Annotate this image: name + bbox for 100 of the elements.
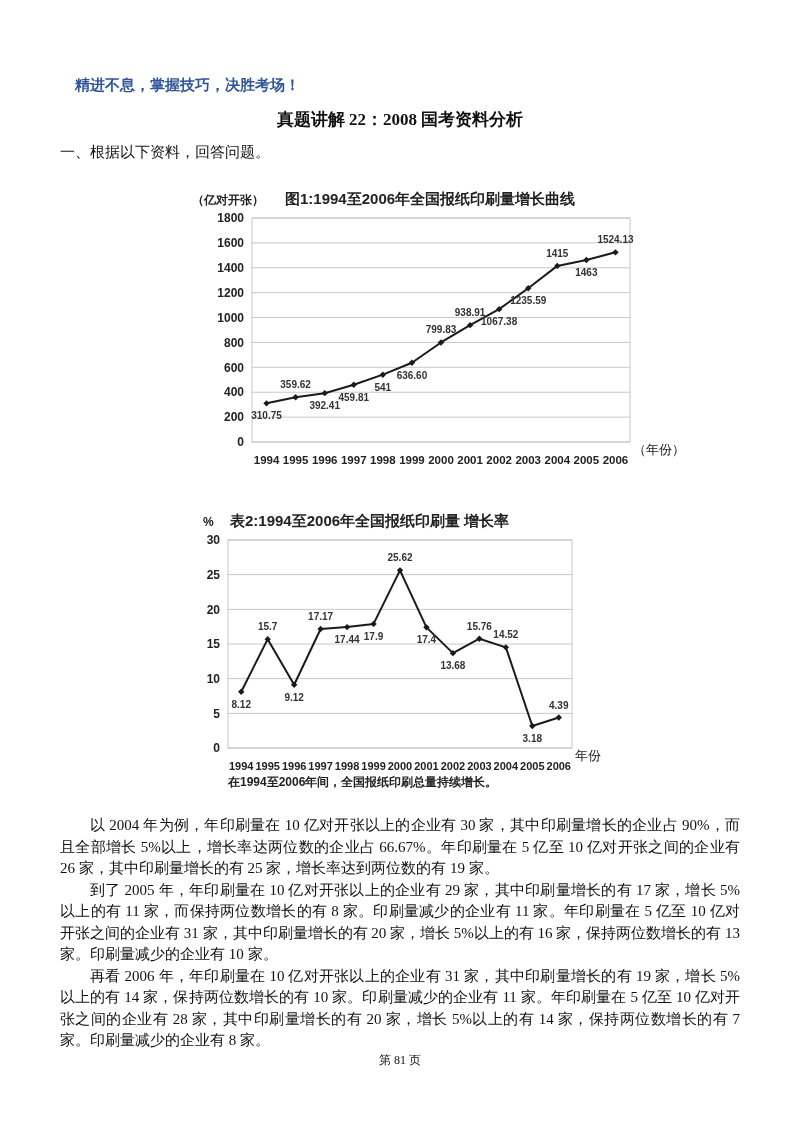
data-label: 1415 <box>546 247 569 259</box>
x-tick-label: 1995 <box>255 760 280 772</box>
x-axis-title: 年份 <box>575 748 601 763</box>
point <box>238 688 245 695</box>
data-label: 17.4 <box>416 634 437 646</box>
y-tick-label: 25 <box>206 567 221 582</box>
y-tick-label: 0 <box>213 741 221 756</box>
data-label: 9.12 <box>284 691 305 703</box>
point <box>612 249 619 256</box>
text: 以 2004 年为例，年印刷量在 10 亿对开张以上的企业有 30 家，其中印刷量增长的企业占 90%，而且全部增长 5%以上，增长率达两位数的企业占 66.67%。年印刷量在 5 亿至 10 亿对开张之间的企业有 26 家，其中印刷量增长的有 25 家，增长率达到两位数的有 19 家。 <box>60 816 740 878</box>
x-tick-label: 2005 <box>520 760 545 772</box>
data-label: 938.91 <box>454 307 486 319</box>
y-tick-label: 5 <box>213 706 221 721</box>
x-tick-label: 2006 <box>602 454 629 466</box>
y-tick-label: 200 <box>223 410 245 425</box>
y-tick-label: 600 <box>223 360 245 375</box>
point <box>263 400 270 407</box>
x-tick-label: 1998 <box>334 760 360 772</box>
x-tick-label: 2001 <box>457 454 484 466</box>
text: 精进不息，掌握技巧，决胜考场！ <box>75 76 300 95</box>
y-tick-label: 1600 <box>217 236 245 251</box>
data-label: 4.39 <box>549 699 569 711</box>
point <box>370 620 377 628</box>
data-label: 17.44 <box>334 634 361 646</box>
y-axis-title: （亿对开张） <box>192 193 264 207</box>
x-axis-title: （年份） <box>633 442 685 457</box>
data-label: 17.17 <box>308 610 334 622</box>
data-label: 392.41 <box>309 400 341 412</box>
text: 再看 2006 年，年印刷量在 10 亿对开张以上的企业有 31 家，其中印刷量增长的有 19 家，增长 5%以上的有 14 家，保持两位数增长的有 10 家。印刷量减少的企业有 11 家。年印刷量在 5 亿至 10 亿对开张之间的企业有 28 家，其中印刷量增长的有 20 家，增长 5%以上的有 14 家，保持两位数增长的有 7 家。印刷量减少的企业有 8 家。 <box>60 966 740 1050</box>
data-label: 1067.38 <box>481 316 518 328</box>
point <box>379 371 387 378</box>
y-tick-label: 10 <box>206 671 221 686</box>
x-tick-label: 1998 <box>370 454 397 466</box>
data-label: 459.81 <box>338 391 370 403</box>
data-label: 15.7 <box>257 621 278 633</box>
y-tick-label: 400 <box>223 385 245 400</box>
y-tick-label: 1000 <box>217 310 245 325</box>
x-tick-label: 1999 <box>399 454 425 466</box>
data-label: 15.76 <box>466 620 493 632</box>
y-tick-label: 1800 <box>217 211 245 226</box>
data-label: 1463 <box>575 266 598 278</box>
point <box>264 635 271 643</box>
x-tick-label: 1999 <box>361 760 386 772</box>
y-tick-label: 1200 <box>217 285 245 300</box>
point <box>408 359 416 366</box>
y-tick-label: 800 <box>223 335 245 350</box>
data-label: 17.9 <box>363 630 384 642</box>
data-label: 359.62 <box>280 379 312 391</box>
point <box>466 321 474 329</box>
point <box>343 623 351 631</box>
point <box>495 305 503 313</box>
data-label: 3.18 <box>522 732 543 744</box>
point <box>317 625 324 633</box>
data-label: 636.60 <box>396 369 428 381</box>
point <box>525 285 532 292</box>
point <box>321 389 328 397</box>
point <box>290 681 298 688</box>
x-tick-label: 2006 <box>546 760 572 772</box>
point <box>423 624 430 631</box>
point <box>449 649 457 657</box>
text: 真题讲解 22：2008 国考资料分析 <box>275 109 525 131</box>
point <box>555 714 562 721</box>
data-label: 1524.13 <box>597 234 634 246</box>
point <box>396 567 404 574</box>
y-tick-label: 30 <box>206 533 221 548</box>
chart-title: 图1:1994至2006年全国报纸印刷量增长曲线 <box>285 190 576 207</box>
point <box>437 339 445 346</box>
x-tick-label: 2003 <box>467 760 492 772</box>
point <box>292 394 299 401</box>
data-label: 541 <box>374 381 392 393</box>
data-label: 310.75 <box>251 410 283 422</box>
x-tick-label: 1995 <box>282 454 310 466</box>
data-label: 13.68 <box>440 660 466 672</box>
data-label: 25.62 <box>387 552 413 564</box>
chart-title: 表2:1994至2006年全国报纸印刷量 增长率 <box>229 512 510 529</box>
x-tick-label: 1997 <box>308 760 333 772</box>
x-tick-label: 1996 <box>311 454 338 466</box>
y-tick-label: 15 <box>206 637 221 652</box>
x-tick-label: 2002 <box>486 454 512 466</box>
x-tick-label: 2002 <box>440 760 466 772</box>
x-tick-label: 2001 <box>414 760 439 772</box>
point <box>583 256 590 264</box>
y-tick-label: 0 <box>237 435 245 450</box>
text: 到了 2005 年，年印刷量在 10 亿对开张以上的企业有 29 家，其中印刷量增长的有 17 家，增长 5%以上的有 11 家，而保持两位数增长的有 8 家。印刷量减少的企业有 11 家。年印刷量在 5 亿至 10 亿对开张之间的企业有 31 家，其中印刷量增长的有 20 家，增长 5%以上的有 16 家，保持两位数增长的有 13 家。印刷量减少的企业有 10 家。 <box>60 880 740 964</box>
x-tick-label: 1996 <box>281 760 307 772</box>
x-tick-label: 2000 <box>428 454 454 466</box>
x-tick-label: 2004 <box>493 760 519 772</box>
y-tick-label: 1400 <box>217 260 245 275</box>
text: 一、根据以下资料，回答问题。 <box>60 143 270 162</box>
x-tick-label: 2005 <box>573 454 600 466</box>
text: 第 81 页 <box>378 1052 422 1069</box>
x-tick-label: 2003 <box>515 454 542 466</box>
data-label: 799.83 <box>425 324 457 336</box>
x-tick-label: 1997 <box>340 454 367 466</box>
data-label: 1235.59 <box>510 295 547 307</box>
point <box>529 722 536 730</box>
x-tick-label: 1994 <box>253 454 280 466</box>
x-tick-label: 1994 <box>228 760 255 772</box>
point <box>502 644 510 651</box>
point <box>350 381 357 388</box>
